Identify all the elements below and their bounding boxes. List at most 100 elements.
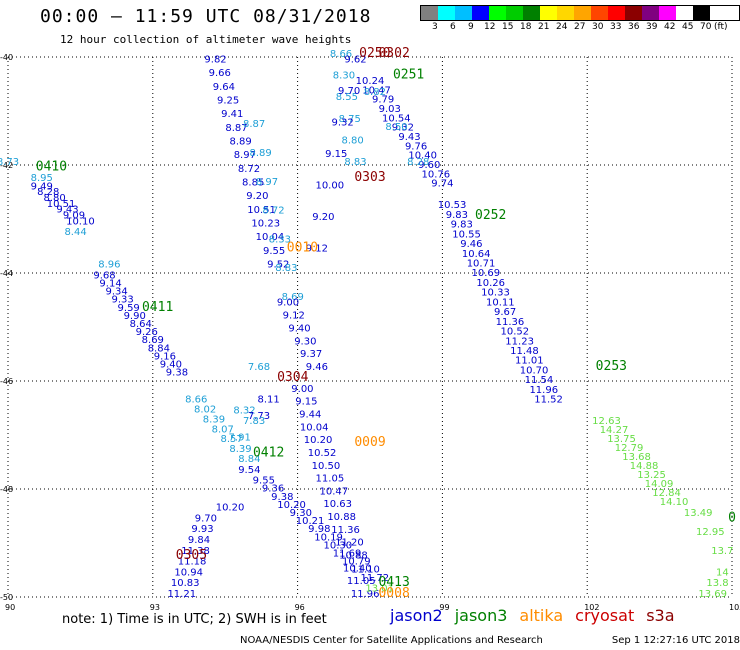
color-swatch — [574, 6, 591, 20]
wave-height-value: 9.62 — [344, 54, 366, 65]
wave-height-value: 9.15 — [295, 397, 317, 408]
wave-height-value: 8.07 — [212, 424, 234, 435]
wave-height-value: 11.18 — [178, 557, 207, 568]
wave-height-value: 9.76 — [405, 141, 427, 152]
wave-height-value: 9.30 — [294, 336, 316, 347]
color-scale-label: 6 — [450, 22, 456, 32]
wave-height-value: 10.10 — [66, 216, 95, 227]
wave-height-value: 9.09 — [63, 211, 85, 222]
wave-height-value: 9.12 — [306, 243, 328, 254]
pass-label: 0253 — [596, 359, 627, 374]
wave-height-value: 8.97 — [256, 177, 278, 188]
color-scale-label: 21 — [538, 22, 550, 32]
color-scale-bar — [420, 5, 740, 21]
wave-height-value: 10.69 — [472, 268, 501, 279]
wave-height-value: 10.64 — [462, 249, 491, 260]
color-scale-label: 30 — [592, 22, 604, 32]
wave-height-value: 9.54 — [238, 465, 260, 476]
wave-height-value: 9.70 — [338, 86, 360, 97]
wave-height-value: 12.95 — [696, 527, 725, 538]
wave-height-value: 10.33 — [481, 288, 510, 299]
lat-label: -48 — [0, 485, 13, 494]
wave-height-value: 8.39 — [229, 444, 251, 455]
lon-label: 96 — [295, 603, 305, 612]
map-track-values: 8.738.959.498.288.8010.519.439.0910.108.… — [0, 49, 733, 600]
wave-height-value: 10.54 — [382, 113, 411, 124]
wave-height-value: 13.01 — [365, 584, 394, 595]
wave-height-value: 9.12 — [283, 310, 305, 321]
wave-height-value: 8.84 — [148, 343, 170, 354]
color-scale-label: 15 — [502, 22, 514, 32]
wave-height-value: 8.83 — [275, 263, 297, 274]
wave-height-value: 9.59 — [118, 303, 140, 314]
wave-height-value: 9.32 — [332, 117, 354, 128]
color-swatch — [642, 6, 659, 20]
wave-height-value: 9.30 — [290, 508, 312, 519]
wave-height-value: 9.66 — [209, 68, 231, 79]
page-subtitle: 12 hour collection of altimeter wave hei… — [60, 33, 352, 46]
pass-label: 0413 — [378, 575, 409, 590]
wave-height-value: 10.83 — [171, 578, 200, 589]
wave-height-value: 8.55 — [336, 92, 358, 103]
wave-height-value: 9.00 — [291, 384, 313, 395]
color-scale-label: 39 — [646, 22, 658, 32]
wave-height-value: 8.75 — [339, 114, 361, 125]
lon-label: 90 — [5, 603, 15, 612]
wave-height-value: 11.54 — [525, 375, 554, 386]
wave-height-value: 8.69 — [282, 292, 304, 303]
wave-height-value: 10.40 — [343, 563, 372, 574]
note-text: note: 1) Time is in UTC; 2) SWH is in fe… — [62, 612, 327, 627]
lon-label: 93 — [150, 603, 160, 612]
lon-label: 99 — [439, 603, 449, 612]
wave-height-value: 10.47 — [362, 85, 391, 96]
wave-height-value: 9.44 — [299, 409, 321, 420]
wave-height-value: 9.93 — [191, 524, 213, 535]
wave-height-value: 9.84 — [188, 535, 210, 546]
wave-height-value: 8.89 — [249, 148, 271, 159]
color-swatch — [421, 6, 438, 20]
legend-jason3: jason3 — [454, 606, 508, 625]
wave-height-value: 8.87 — [243, 119, 265, 130]
wave-height-value: 8.97 — [234, 150, 256, 161]
wave-height-value: 11.20 — [335, 538, 364, 549]
wave-height-value: 8.95 — [31, 173, 53, 184]
wave-height-value: 11.96 — [529, 385, 558, 396]
color-scale-label: 42 — [664, 22, 676, 32]
wave-height-value: 8.28 — [37, 187, 59, 198]
color-scale-label: 3 — [432, 22, 438, 32]
wave-height-value: 8.89 — [230, 136, 252, 147]
color-scale-label: 45 — [682, 22, 694, 32]
wave-height-value: 8.80 — [44, 193, 66, 204]
pass-label: 0302 — [378, 46, 409, 61]
color-swatch — [608, 6, 625, 20]
color-swatch — [506, 6, 523, 20]
wave-height-value: 8.82 — [364, 87, 386, 98]
wave-height-value: 9.37 — [300, 349, 322, 360]
wave-height-value: 10.20 — [216, 503, 245, 514]
pass-label: 0411 — [142, 300, 173, 315]
wave-height-value: 13.25 — [637, 470, 666, 481]
satellite-legend: jason2 jason3 altika cryosat s3a — [390, 606, 675, 625]
color-swatch — [591, 6, 608, 20]
wave-height-value: 9.41 — [221, 109, 243, 120]
wave-height-value: 11.05 — [316, 474, 345, 485]
wave-height-value: 11.72 — [361, 573, 390, 584]
pass-label: 0412 — [253, 446, 284, 461]
wave-height-value: 12.79 — [615, 443, 644, 454]
wave-height-value: 9.49 — [31, 181, 53, 192]
wave-height-value: 7.73 — [248, 411, 270, 422]
wave-height-value: 7.91 — [229, 432, 251, 443]
wave-height-value: 8.44 — [64, 227, 86, 238]
pass-label: 0304 — [277, 370, 308, 385]
wave-height-value: 9.40 — [288, 323, 310, 334]
wave-height-value: 10.21 — [296, 516, 325, 527]
wave-height-value: 13.8 — [706, 578, 728, 589]
wave-height-value: 11.23 — [505, 336, 534, 347]
wave-height-value: 8.02 — [194, 405, 216, 416]
color-swatch — [557, 6, 574, 20]
wave-height-value: 8.11 — [258, 395, 280, 406]
color-scale-label: 12 — [484, 22, 496, 32]
wave-height-value: 13.68 — [622, 452, 651, 463]
wave-height-value: 10.19 — [314, 532, 343, 543]
